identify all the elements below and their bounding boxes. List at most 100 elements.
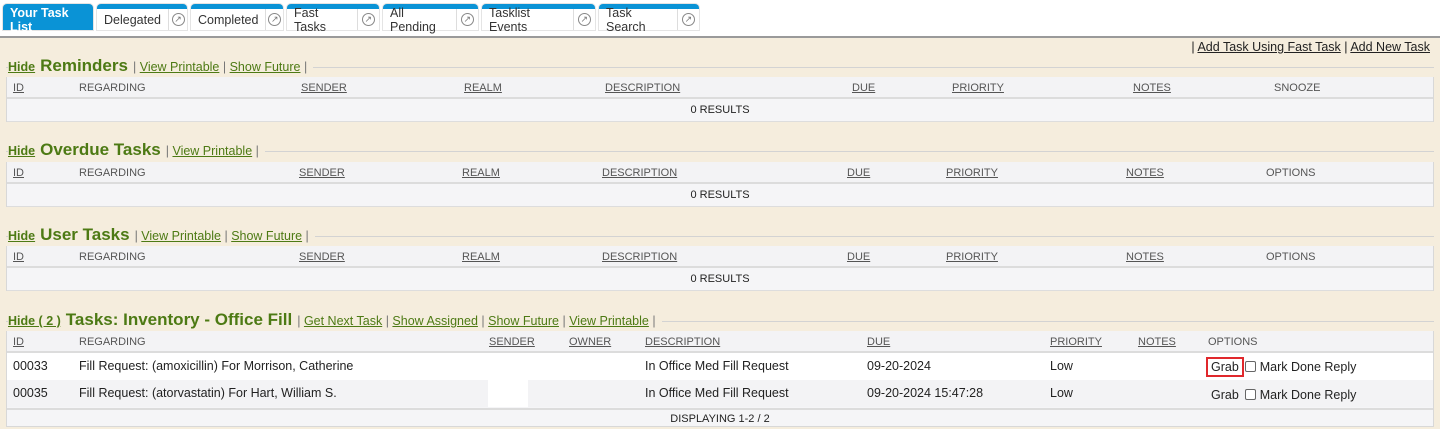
section-links: | View Printable | <box>165 144 259 158</box>
cell-description: In Office Med Fill Request <box>645 359 789 373</box>
show-assigned-link[interactable]: Show Assigned <box>392 314 478 328</box>
grab-button[interactable]: Grab <box>1206 357 1244 377</box>
column-header-snooze: SNOOZE <box>1274 82 1321 94</box>
view-printable-link[interactable]: View Printable <box>139 60 220 74</box>
tab-delegated[interactable]: Delegated ↗ <box>97 4 187 30</box>
column-header-description[interactable]: DESCRIPTION <box>602 167 678 179</box>
table-header: ID REGARDING SENDER REALM DESCRIPTION DUE PRIO… <box>7 77 1433 99</box>
row-options: Grab Mark Done Reply <box>1208 388 1356 402</box>
column-header-id[interactable]: ID <box>13 82 24 94</box>
overdue-table: ID REGARDING SENDER REALM DESCRIPTION DUE PRIO… <box>6 162 1434 207</box>
column-header-realm[interactable]: REALM <box>464 82 502 94</box>
column-header-sender[interactable]: SENDER <box>489 336 535 348</box>
column-header-due[interactable]: DUE <box>847 251 871 263</box>
section-title: Overdue Tasks <box>40 140 161 159</box>
show-future-link[interactable]: Show Future <box>488 314 559 328</box>
column-header-id[interactable]: ID <box>13 251 24 263</box>
section-links: | Get Next Task | Show Assigned | Show F… <box>297 314 656 328</box>
column-header-notes[interactable]: NOTES <box>1126 167 1164 179</box>
column-header-notes[interactable]: NOTES <box>1126 251 1164 263</box>
hide-section-link[interactable]: Hide <box>8 144 36 158</box>
show-future-link[interactable]: Show Future <box>231 229 303 243</box>
cell-id: 00035 <box>13 386 48 400</box>
tab-all-pending[interactable]: All Pending ↗ <box>383 4 478 34</box>
column-header-priority[interactable]: PRIORITY <box>946 167 998 179</box>
column-header-regarding: REGARDING <box>79 336 146 348</box>
cell-due: 09-20-2024 15:47:28 <box>867 386 984 400</box>
column-header-description[interactable]: DESCRIPTION <box>602 251 678 263</box>
section-title: User Tasks <box>40 225 130 244</box>
results-count: 0 RESULTS <box>7 184 1433 207</box>
open-in-new-icon[interactable]: ↗ <box>455 9 478 30</box>
tab-label: All Pending <box>390 5 436 34</box>
column-header-due[interactable]: DUE <box>852 82 876 94</box>
show-future-link[interactable]: Show Future <box>229 60 301 74</box>
column-header-due[interactable]: DUE <box>847 167 871 179</box>
open-in-new-icon[interactable]: ↗ <box>168 9 187 30</box>
tab-fast-tasks[interactable]: Fast Tasks ↗ <box>287 4 379 34</box>
column-header-sender[interactable]: SENDER <box>299 251 345 263</box>
results-footer: DISPLAYING 1-2 / 2 <box>7 408 1433 427</box>
cell-id: 00033 <box>13 359 48 373</box>
column-header-realm[interactable]: REALM <box>462 251 500 263</box>
sender-cell-blank <box>488 380 528 407</box>
hide-section-link[interactable]: Hide <box>8 229 36 243</box>
column-header-id[interactable]: ID <box>13 167 24 179</box>
hide-section-link[interactable]: Hide ( 2 ) <box>8 314 61 328</box>
tab-bar: Your Task List Delegated ↗ Completed ↗ Fast T… <box>0 0 1440 38</box>
reply-link[interactable]: Reply <box>1324 388 1357 402</box>
column-header-realm[interactable]: REALM <box>462 167 500 179</box>
tab-completed[interactable]: Completed ↗ <box>191 4 283 30</box>
view-printable-link[interactable]: View Printable <box>141 229 221 243</box>
column-header-description[interactable]: DESCRIPTION <box>645 336 721 348</box>
section-title: Tasks: Inventory - Office Fill <box>65 310 293 329</box>
table-row[interactable]: 00033 Fill Request: (amoxicillin) For Mor… <box>7 353 1433 380</box>
column-header-options: OPTIONS <box>1266 251 1316 263</box>
column-header-description[interactable]: DESCRIPTION <box>605 82 681 94</box>
column-header-regarding: REGARDING <box>79 167 146 179</box>
table-header: ID REGARDING SENDER OWNER DESCRIPTION DUE PRIO… <box>7 331 1433 353</box>
column-header-sender[interactable]: SENDER <box>301 82 347 94</box>
column-header-id[interactable]: ID <box>13 336 24 348</box>
add-task-fast-task-link[interactable]: Add Task Using Fast Task <box>1197 40 1341 54</box>
column-header-options: OPTIONS <box>1208 336 1258 348</box>
column-header-priority[interactable]: PRIORITY <box>952 82 1004 94</box>
tab-your-task-list[interactable]: Your Task List <box>3 4 93 34</box>
cell-regarding: Fill Request: (atorvastatin) For Hart, W… <box>79 386 337 400</box>
column-header-owner[interactable]: OWNER <box>569 336 612 348</box>
column-header-notes[interactable]: NOTES <box>1133 82 1171 94</box>
results-count: 0 RESULTS <box>7 99 1433 122</box>
add-new-task-link[interactable]: Add New Task <box>1350 40 1430 54</box>
hide-section-link[interactable]: Hide <box>8 60 36 74</box>
user-table: ID REGARDING SENDER REALM DESCRIPTION DUE PRIO… <box>6 246 1434 291</box>
column-header-due[interactable]: DUE <box>867 336 891 348</box>
open-in-new-icon[interactable]: ↗ <box>572 9 595 30</box>
open-in-new-icon[interactable]: ↗ <box>356 9 379 30</box>
open-in-new-icon[interactable]: ↗ <box>265 9 283 30</box>
mark-done-checkbox[interactable] <box>1245 389 1257 400</box>
reply-link[interactable]: Reply <box>1324 360 1357 374</box>
table-header: ID REGARDING SENDER REALM DESCRIPTION DUE PRIO… <box>7 162 1433 184</box>
section-legend: Hide ( 2 ) Tasks: Inventory - Office Fil… <box>8 310 662 330</box>
mark-done-checkbox[interactable] <box>1245 361 1257 372</box>
section-divider <box>6 151 1434 152</box>
tab-task-search[interactable]: Task Search ↗ <box>599 4 699 34</box>
view-printable-link[interactable]: View Printable <box>569 314 649 328</box>
inventory-table: ID REGARDING SENDER OWNER DESCRIPTION DUE PRIO… <box>6 331 1434 427</box>
open-in-new-icon[interactable]: ↗ <box>676 9 699 30</box>
column-header-priority[interactable]: PRIORITY <box>946 251 998 263</box>
section-divider <box>6 321 1434 322</box>
get-next-task-link[interactable]: Get Next Task <box>303 314 383 328</box>
grab-button[interactable]: Grab <box>1211 388 1239 402</box>
tab-tasklist-events[interactable]: Tasklist Events ↗ <box>482 4 595 34</box>
tab-label: Task Search <box>606 5 646 34</box>
column-header-notes[interactable]: NOTES <box>1138 336 1176 348</box>
cell-description: In Office Med Fill Request <box>645 386 789 400</box>
column-header-options: OPTIONS <box>1266 167 1316 179</box>
table-row[interactable]: 00035 Fill Request: (atorvastatin) For Ha… <box>7 380 1433 407</box>
column-header-priority[interactable]: PRIORITY <box>1050 336 1102 348</box>
view-printable-link[interactable]: View Printable <box>172 144 253 158</box>
column-header-sender[interactable]: SENDER <box>299 167 345 179</box>
section-divider <box>6 236 1434 237</box>
section-legend: Hide Reminders | View Printable | Show F… <box>8 56 314 76</box>
